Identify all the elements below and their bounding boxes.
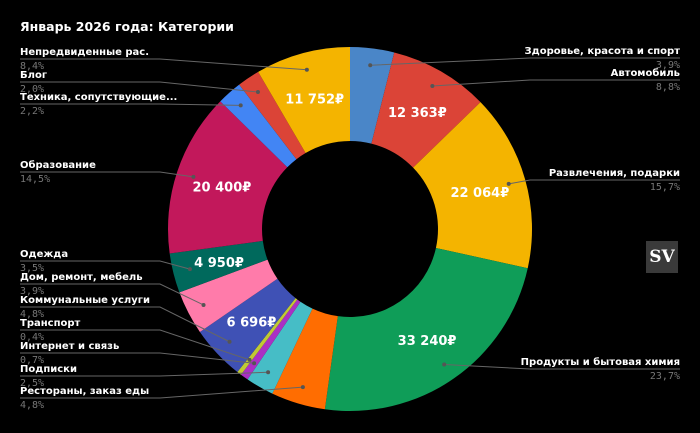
legend-percent-7: 0,4% xyxy=(20,332,44,343)
legend-label-8: Коммунальные услуги xyxy=(20,295,150,306)
legend-percent-9: 3,9% xyxy=(20,286,44,297)
leader-dot-3 xyxy=(442,362,447,367)
leader-dot-2 xyxy=(506,181,511,186)
leader-dot-10 xyxy=(187,267,192,272)
slice-9 xyxy=(179,259,278,332)
leader-line-10 xyxy=(20,260,191,270)
leader-line-4 xyxy=(20,386,303,399)
legend-label-10: Одежда xyxy=(20,249,68,260)
leader-line-9 xyxy=(20,283,204,306)
slice-10 xyxy=(169,240,268,293)
legend-label-6: Интернет и связь xyxy=(20,341,119,352)
legend-percent-10: 3,5% xyxy=(20,263,44,274)
leader-line-0 xyxy=(370,57,680,66)
leader-dot-14 xyxy=(304,67,309,72)
slice-11 xyxy=(168,101,288,254)
legend-label-9: Дом, ремонт, мебель xyxy=(20,271,143,283)
legend-percent-11: 14,5% xyxy=(20,174,50,185)
legend-percent-4: 4,8% xyxy=(20,400,44,411)
sv-logo: SV xyxy=(646,241,678,273)
slice-4 xyxy=(272,308,338,410)
legend-label-7: Транспорт xyxy=(20,318,81,329)
leader-dot-6 xyxy=(252,361,257,366)
leader-dot-13 xyxy=(255,90,260,95)
leader-line-1 xyxy=(432,79,680,87)
leader-dot-7 xyxy=(247,357,252,362)
slice-value-label-10: 4 950₽ xyxy=(194,256,244,271)
leader-line-7 xyxy=(20,329,250,361)
legend-label-14: Непредвиденные рас. xyxy=(20,47,149,58)
leader-line-14 xyxy=(20,58,307,71)
leader-line-5 xyxy=(20,371,269,377)
chart-title: Январь 2026 года: Категории xyxy=(20,19,234,34)
legend-label-4: Рестораны, заказ еды xyxy=(20,386,149,397)
legend-percent-5: 2,5% xyxy=(20,378,44,389)
legend-percent-3: 23,7% xyxy=(650,371,680,382)
legend-percent-14: 8,4% xyxy=(20,61,44,72)
leader-dot-11 xyxy=(191,174,196,179)
slice-value-label-11: 20 400₽ xyxy=(192,180,251,195)
legend-percent-12: 2,2% xyxy=(20,106,44,117)
slice-value-label-1: 12 363₽ xyxy=(388,106,447,121)
leader-line-11 xyxy=(20,171,194,178)
slice-value-label-3: 33 240₽ xyxy=(398,334,457,349)
leader-dot-9 xyxy=(201,302,206,307)
slice-value-label-2: 22 064₽ xyxy=(450,186,509,201)
slice-8 xyxy=(199,278,296,372)
leader-dot-1 xyxy=(430,84,435,89)
slice-2 xyxy=(413,102,532,269)
legend-label-13: Блог xyxy=(20,70,47,81)
legend-percent-13: 2,0% xyxy=(20,84,44,95)
slice-14 xyxy=(258,47,350,154)
legend-label-1: Автомобиль xyxy=(611,67,680,79)
slice-1 xyxy=(371,52,481,168)
legend-percent-8: 4,8% xyxy=(20,309,44,320)
slice-0 xyxy=(350,47,395,144)
slice-value-label-14: 11 752₽ xyxy=(285,93,344,108)
legend-label-12: Техника, сопутствующие... xyxy=(20,92,177,103)
legend-percent-1: 8,8% xyxy=(656,82,680,93)
leader-dot-12 xyxy=(238,103,243,108)
leader-line-6 xyxy=(20,352,255,364)
legend-label-2: Развлечения, подарки xyxy=(549,168,680,179)
leader-line-3 xyxy=(444,363,680,370)
leader-line-13 xyxy=(20,81,259,93)
legend-percent-2: 15,7% xyxy=(650,182,680,193)
slice-3 xyxy=(324,247,528,411)
slice-value-label-8: 6 696₽ xyxy=(227,315,277,330)
leader-dot-5 xyxy=(266,370,271,375)
legend-label-5: Подписки xyxy=(20,364,77,375)
leader-dot-8 xyxy=(227,339,232,344)
slice-5 xyxy=(247,301,313,394)
legend-percent-6: 0,7% xyxy=(20,355,44,366)
leader-line-8 xyxy=(20,306,230,343)
legend-label-3: Продукты и бытовая химия xyxy=(521,356,680,368)
slice-6 xyxy=(240,299,301,380)
slice-7 xyxy=(237,298,298,375)
leader-line-2 xyxy=(508,179,680,185)
legend-label-11: Образование xyxy=(20,159,96,171)
slice-13 xyxy=(239,71,306,160)
legend-label-0: Здоровье, красота и спорт xyxy=(525,46,681,57)
leader-dot-4 xyxy=(300,385,305,390)
legend-percent-0: 3,9% xyxy=(656,60,680,71)
leader-line-12 xyxy=(20,103,241,106)
leader-dot-0 xyxy=(368,63,373,68)
